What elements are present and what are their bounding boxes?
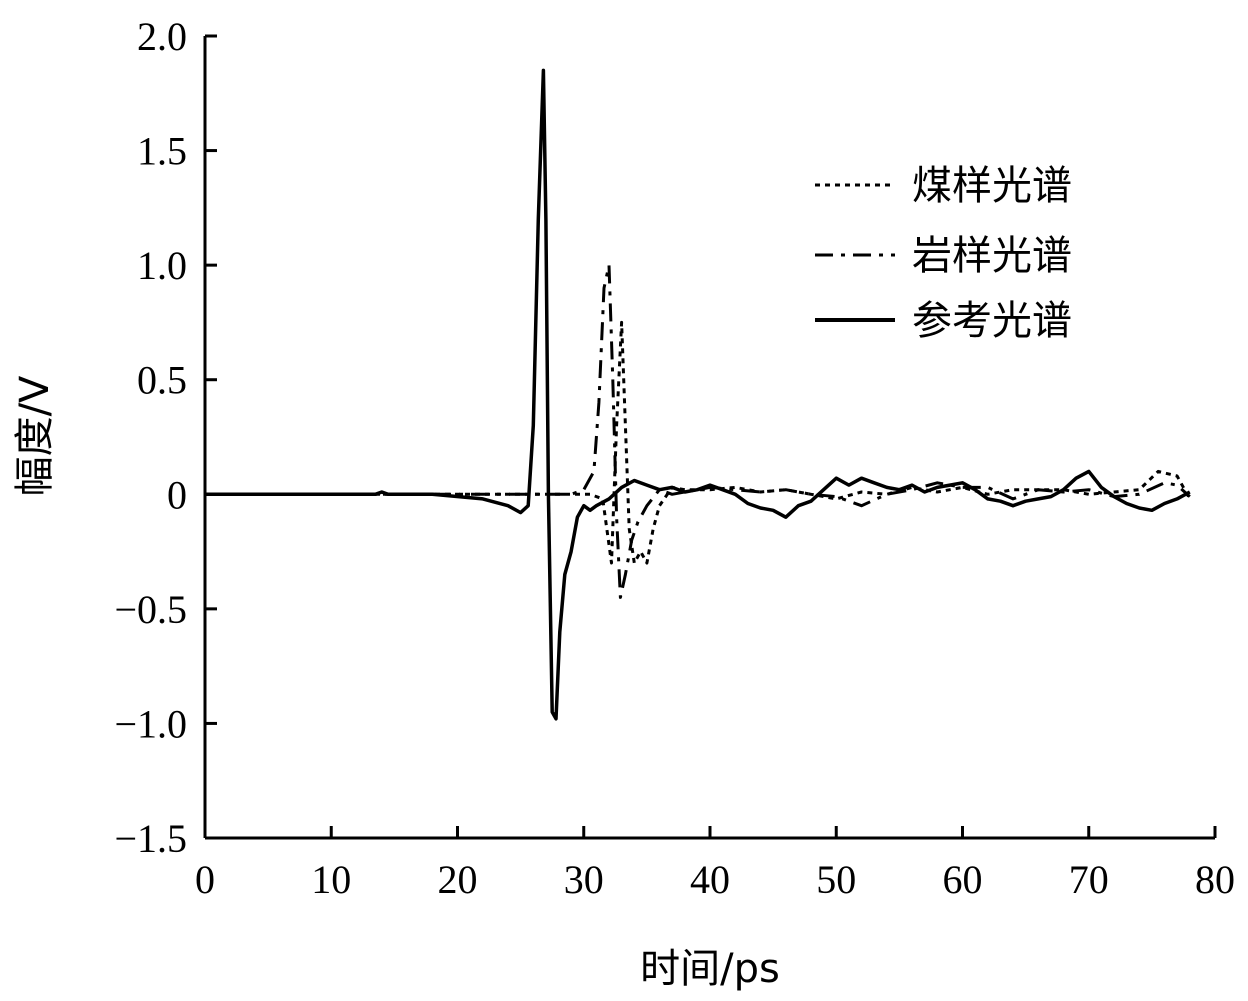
series-layer [205,68,1192,721]
legend-label-1: 煤样光谱 [912,163,1072,209]
y-tick-label: −1.5 [114,816,187,861]
series-line-2 [205,263,1191,599]
series-line-1 [205,320,1192,565]
x-tick-label: 30 [564,857,604,902]
y-tick-label: 2.0 [137,14,187,59]
x-tick-label: 40 [690,857,730,902]
y-tick-label: 1.5 [137,129,187,174]
x-tick-label: 70 [1069,857,1109,902]
x-tick-label: 50 [816,857,856,902]
series-line-3 [205,68,1191,721]
y-tick-label: 1.0 [137,243,187,288]
x-tick-label: 0 [195,857,215,902]
x-axis-title: 时间/ps [640,946,780,992]
legend-label-3: 参考光谱 [912,298,1072,344]
x-tick-label: 20 [438,857,478,902]
y-tick-label: −0.5 [114,587,187,632]
y-axis-title: 幅度/V [12,375,58,496]
x-tick-label: 10 [311,857,351,902]
axes: 2.01.51.00.50−0.5−1.0−1.50 10 20 30 40 50 60 70… [114,14,1235,902]
y-tick-label: 0.5 [137,358,187,403]
y-tick-label: −1.0 [114,701,187,746]
y-tick-label: 0 [167,472,187,517]
x-tick-label: 60 [943,857,983,902]
legend-label-2: 岩样光谱 [912,233,1072,279]
x-tick-label: 80 [1195,857,1235,902]
